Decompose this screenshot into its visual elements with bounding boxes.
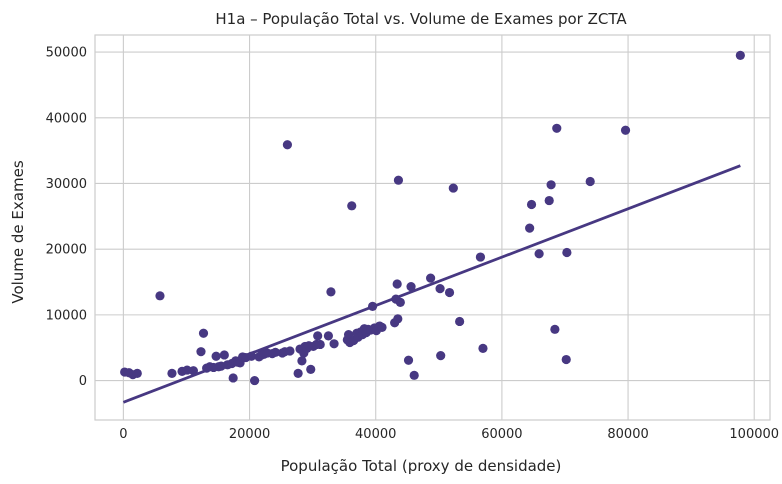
data-point — [455, 316, 465, 327]
y-tick-label: 40000 — [46, 111, 87, 126]
regression-line — [122, 164, 741, 404]
data-point — [544, 195, 554, 206]
x-tick-label: 40000 — [355, 427, 396, 442]
data-point — [525, 223, 535, 233]
y-tick-label: 50000 — [46, 46, 87, 61]
data-point — [323, 331, 334, 341]
y-axis-label: Volume de Exames — [9, 160, 27, 303]
x-axis-ticks: 0 20000 40000 60000 80000 100000 — [119, 427, 779, 442]
x-tick-label: 20000 — [229, 427, 270, 442]
x-tick-label: 60000 — [481, 427, 522, 442]
data-point — [167, 368, 177, 378]
data-point — [620, 125, 631, 135]
data-point — [478, 343, 488, 353]
data-point — [526, 199, 537, 210]
data-point — [270, 347, 281, 357]
data-point — [403, 355, 414, 365]
x-tick-label: 0 — [119, 427, 127, 442]
data-point — [393, 314, 403, 324]
grid — [95, 35, 770, 420]
x-axis-label: População Total (proxy de densidade) — [281, 457, 562, 475]
chart-title: H1a – População Total vs. Volume de Exam… — [215, 10, 627, 28]
x-tick-label: 100000 — [729, 427, 779, 442]
data-point — [285, 346, 295, 356]
data-point — [406, 282, 416, 292]
data-point — [393, 175, 404, 185]
data-point — [448, 183, 458, 193]
data-point — [395, 297, 405, 307]
plot-frame — [94, 34, 771, 421]
data-point — [196, 347, 206, 357]
data-points — [120, 50, 745, 386]
data-point — [436, 351, 446, 361]
data-point — [546, 180, 556, 190]
data-point — [211, 351, 221, 361]
x-tick-label: 80000 — [607, 427, 648, 442]
data-point — [293, 368, 303, 378]
data-point — [426, 273, 436, 283]
data-point — [282, 140, 293, 150]
y-tick-label: 10000 — [46, 308, 87, 323]
data-point — [250, 375, 260, 386]
data-point — [132, 368, 142, 378]
data-point — [534, 249, 544, 259]
data-point — [315, 339, 325, 350]
data-point — [313, 331, 323, 341]
data-point — [475, 252, 486, 262]
data-point — [326, 287, 336, 297]
data-point — [228, 373, 238, 383]
data-point — [329, 339, 339, 349]
data-point — [392, 279, 402, 289]
data-point — [377, 322, 387, 332]
data-point — [585, 176, 595, 187]
data-point — [562, 247, 572, 258]
data-point — [444, 287, 455, 298]
data-point — [735, 50, 745, 60]
data-point — [155, 291, 165, 301]
data-point — [306, 364, 316, 375]
y-tick-label: 20000 — [46, 243, 87, 258]
y-tick-label: 0 — [79, 374, 87, 389]
y-tick-label: 30000 — [46, 177, 87, 192]
data-point — [561, 354, 571, 365]
y-axis-ticks: 0 10000 20000 30000 40000 50000 — [46, 46, 87, 389]
data-point — [297, 356, 307, 366]
data-point — [435, 284, 445, 294]
data-point — [188, 366, 199, 376]
data-point — [552, 123, 562, 133]
data-point — [219, 350, 229, 360]
data-point — [409, 370, 419, 380]
data-point — [198, 328, 209, 338]
data-point — [550, 324, 560, 334]
data-point — [347, 201, 357, 211]
